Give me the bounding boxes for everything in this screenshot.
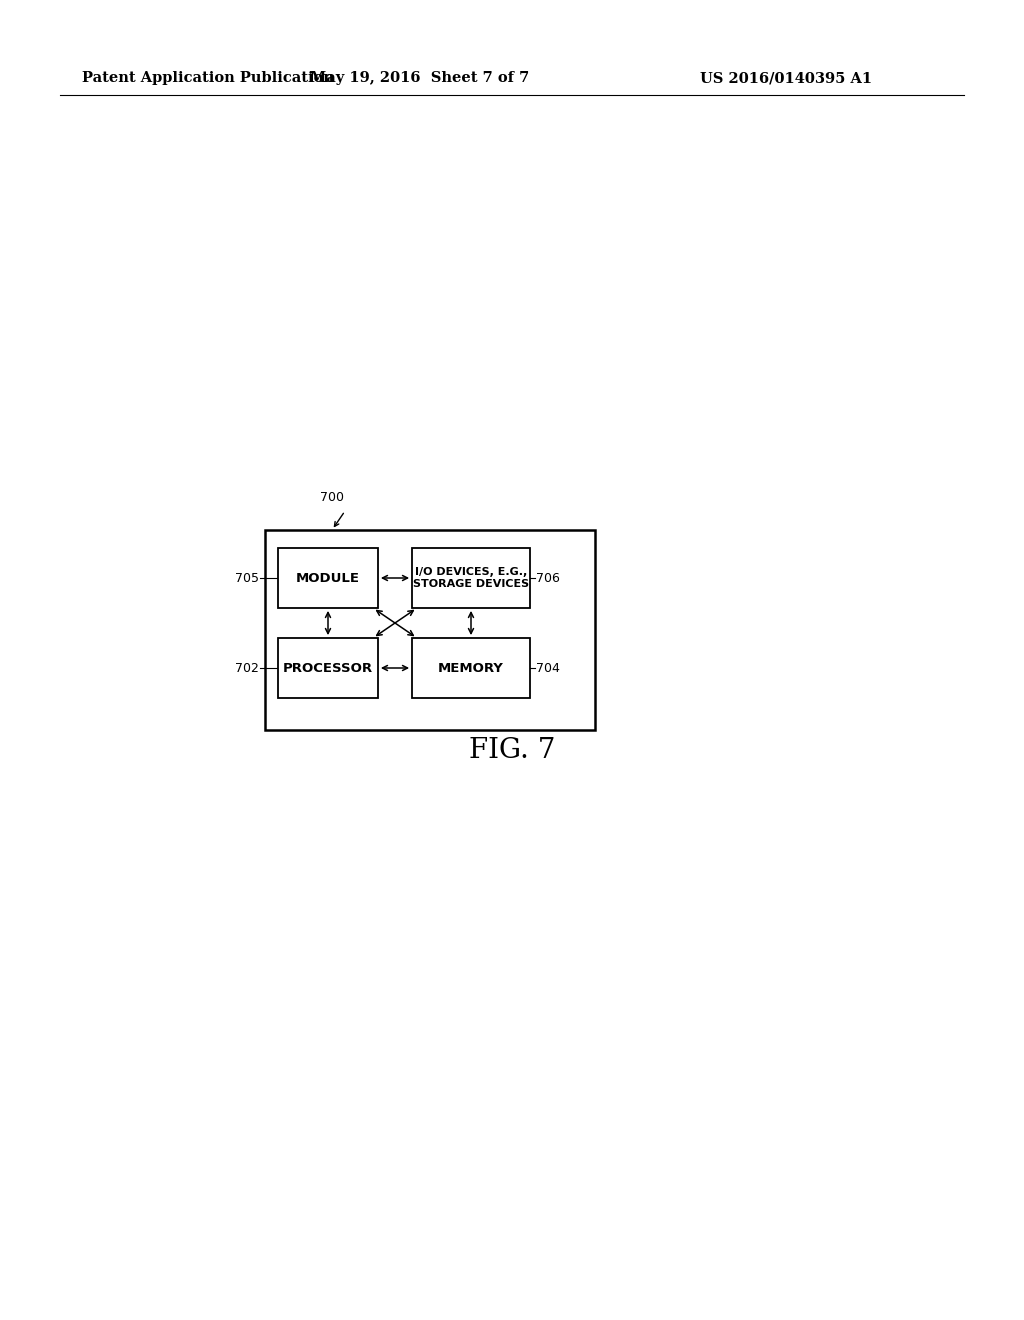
Text: 706: 706 [536,572,560,585]
Text: US 2016/0140395 A1: US 2016/0140395 A1 [700,71,872,84]
Bar [412,548,530,609]
Text: MODULE: MODULE [296,572,360,585]
Text: 702: 702 [236,661,259,675]
Text: May 19, 2016  Sheet 7 of 7: May 19, 2016 Sheet 7 of 7 [310,71,529,84]
Text: 700: 700 [319,491,344,504]
Text: FIG. 7: FIG. 7 [469,737,555,763]
Bar [278,638,378,698]
Text: MEMORY: MEMORY [438,661,504,675]
Text: 704: 704 [536,661,560,675]
Text: Patent Application Publication: Patent Application Publication [82,71,334,84]
Text: PROCESSOR: PROCESSOR [283,661,373,675]
Bar [265,531,595,730]
Text: 705: 705 [234,572,259,585]
Bar [412,638,530,698]
Text: I/O DEVICES, E.G.,
STORAGE DEVICES: I/O DEVICES, E.G., STORAGE DEVICES [413,568,529,589]
Bar [278,548,378,609]
